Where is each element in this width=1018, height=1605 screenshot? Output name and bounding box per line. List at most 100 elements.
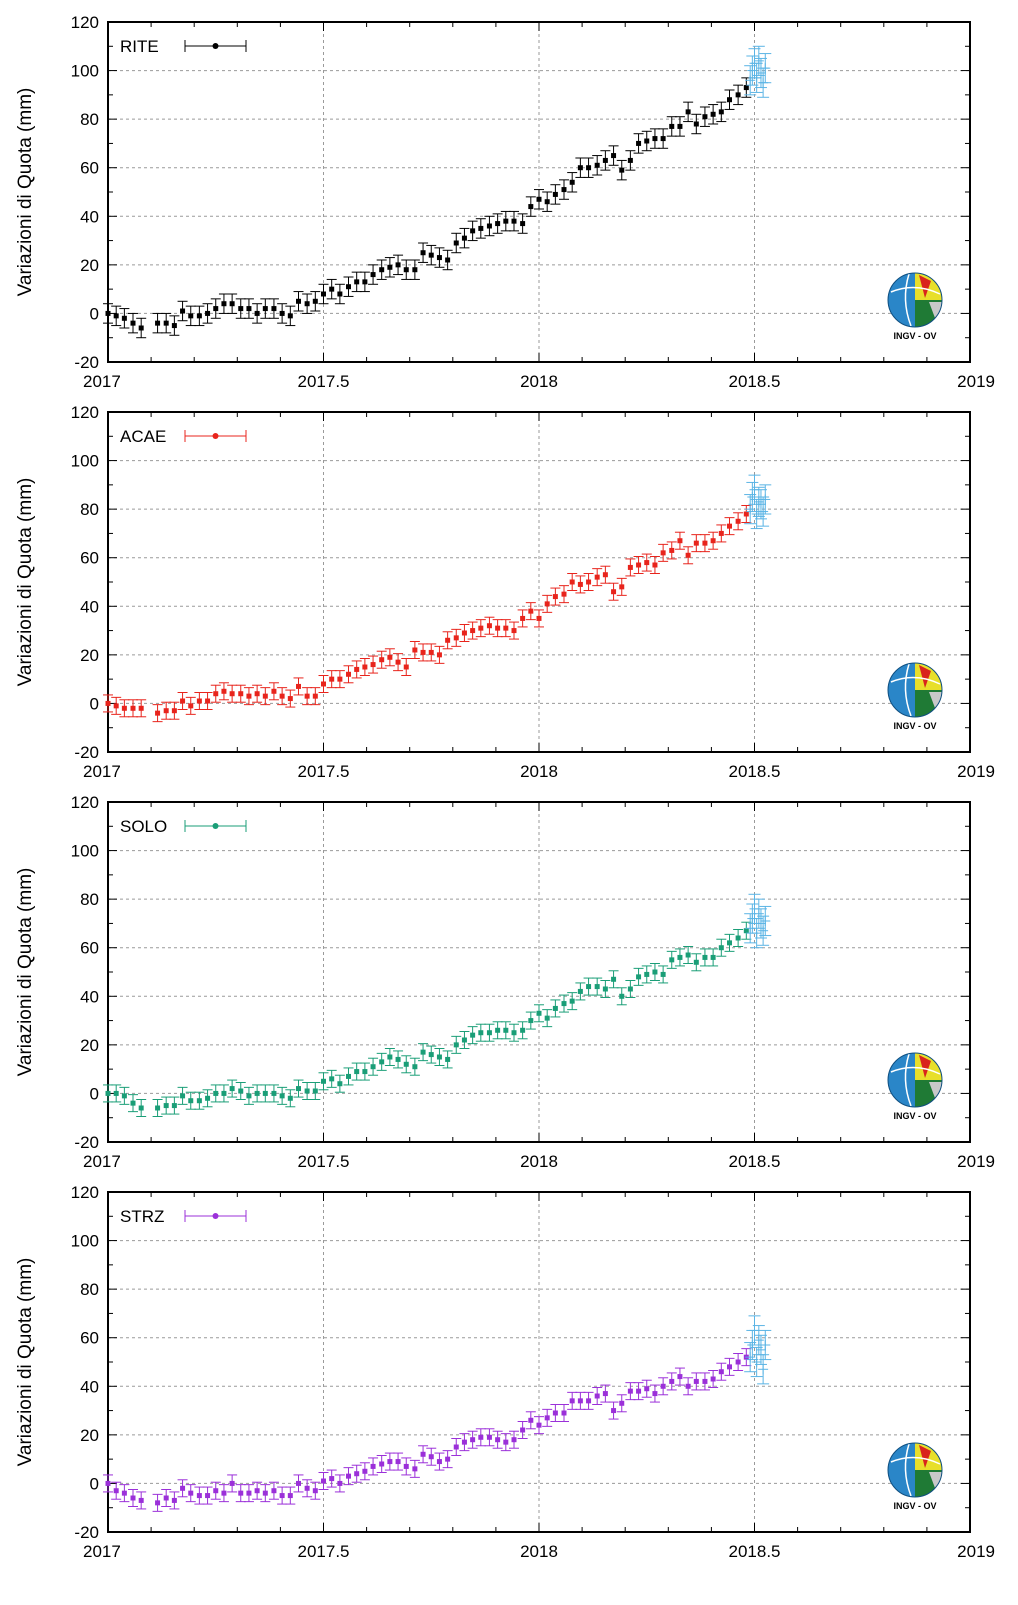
data-point — [169, 701, 180, 720]
data-marker — [428, 1454, 434, 1460]
data-marker — [387, 264, 393, 270]
x-tick-label: 2017 — [83, 1542, 121, 1561]
logo-meridian — [904, 273, 912, 327]
data-point — [252, 1481, 263, 1500]
data-marker — [163, 1495, 169, 1501]
data-marker — [710, 954, 716, 960]
data-marker — [113, 703, 119, 709]
data-point — [583, 157, 594, 178]
x-tick-label: 2019 — [957, 762, 995, 781]
data-point — [442, 1450, 453, 1469]
data-marker — [254, 1090, 260, 1096]
data-point — [674, 948, 685, 967]
y-tick-label: 20 — [80, 646, 99, 665]
legend-key — [184, 40, 247, 52]
data-marker — [362, 1069, 368, 1075]
data-point — [492, 1430, 503, 1449]
data-marker — [536, 196, 542, 202]
data-marker — [660, 1383, 666, 1389]
data-marker — [461, 1037, 467, 1043]
logo-meridian — [904, 1443, 912, 1497]
data-marker — [130, 320, 136, 326]
data-marker — [520, 1027, 526, 1033]
data-marker — [188, 313, 194, 319]
data-marker — [436, 1459, 442, 1465]
data-marker — [121, 315, 127, 321]
data-marker — [611, 153, 617, 159]
data-point — [152, 1099, 163, 1117]
data-marker — [619, 584, 625, 590]
data-point — [359, 271, 370, 293]
data-point — [376, 1455, 387, 1473]
data-marker — [669, 123, 675, 129]
data-marker — [188, 1490, 194, 1496]
data-marker — [677, 1374, 683, 1380]
data-marker — [420, 649, 426, 655]
logo-segment-grey — [929, 692, 942, 708]
data-point — [641, 1379, 652, 1398]
data-marker — [644, 138, 650, 144]
data-point — [285, 689, 296, 708]
data-marker — [287, 1493, 293, 1499]
data-point — [310, 687, 321, 706]
data-marker — [130, 1495, 136, 1501]
data-point — [534, 1004, 544, 1023]
data-point — [525, 602, 536, 621]
data-marker — [387, 654, 393, 660]
data-marker — [486, 223, 492, 229]
data-marker — [113, 1090, 119, 1096]
data-marker — [130, 705, 136, 711]
x-tick-label: 2017 — [83, 1152, 121, 1171]
data-marker — [412, 1064, 418, 1070]
data-point — [542, 594, 553, 613]
plot-frame — [107, 801, 971, 1143]
data-marker — [503, 1439, 509, 1445]
data-marker — [205, 1095, 211, 1101]
data-marker — [436, 652, 442, 658]
data-point — [293, 1079, 304, 1098]
legend-key — [184, 1210, 247, 1222]
data-marker — [180, 1093, 186, 1099]
data-marker — [461, 630, 467, 636]
ingv-ov-logo: INGV - OV — [887, 1052, 943, 1121]
data-marker — [495, 1027, 501, 1033]
data-marker — [586, 1398, 592, 1404]
data-marker — [420, 1049, 426, 1055]
data-marker — [445, 1056, 451, 1062]
data-point — [218, 1484, 229, 1503]
data-marker — [436, 255, 442, 261]
data-marker — [552, 191, 558, 197]
data-marker — [370, 662, 376, 668]
data-marker — [561, 591, 567, 597]
data-marker — [379, 1059, 385, 1065]
data-point — [484, 616, 495, 635]
y-tick-label: 40 — [80, 987, 99, 1006]
y-tick-label: 0 — [90, 694, 99, 713]
data-point — [227, 1079, 238, 1098]
data-marker — [271, 688, 277, 694]
data-point — [152, 312, 163, 334]
data-marker — [370, 1463, 376, 1469]
data-point — [177, 692, 188, 710]
data-marker — [271, 1488, 277, 1494]
data-point — [567, 1391, 578, 1410]
data-point — [699, 534, 710, 553]
data-marker — [669, 1378, 675, 1384]
data-point — [592, 568, 603, 587]
data-marker — [677, 123, 683, 129]
data-marker — [503, 625, 509, 631]
data-point — [277, 303, 288, 324]
data-point — [484, 1023, 495, 1042]
data-point — [583, 977, 594, 996]
data-point — [575, 1391, 586, 1410]
data-marker — [445, 637, 451, 643]
data-marker — [528, 204, 534, 210]
data-point — [517, 213, 528, 234]
data-marker — [503, 1027, 509, 1033]
data-point — [467, 1430, 478, 1449]
data-marker — [196, 1493, 202, 1499]
data-point — [111, 305, 122, 327]
legend-marker — [212, 823, 219, 829]
data-point — [127, 312, 138, 334]
legend-marker — [212, 43, 219, 49]
